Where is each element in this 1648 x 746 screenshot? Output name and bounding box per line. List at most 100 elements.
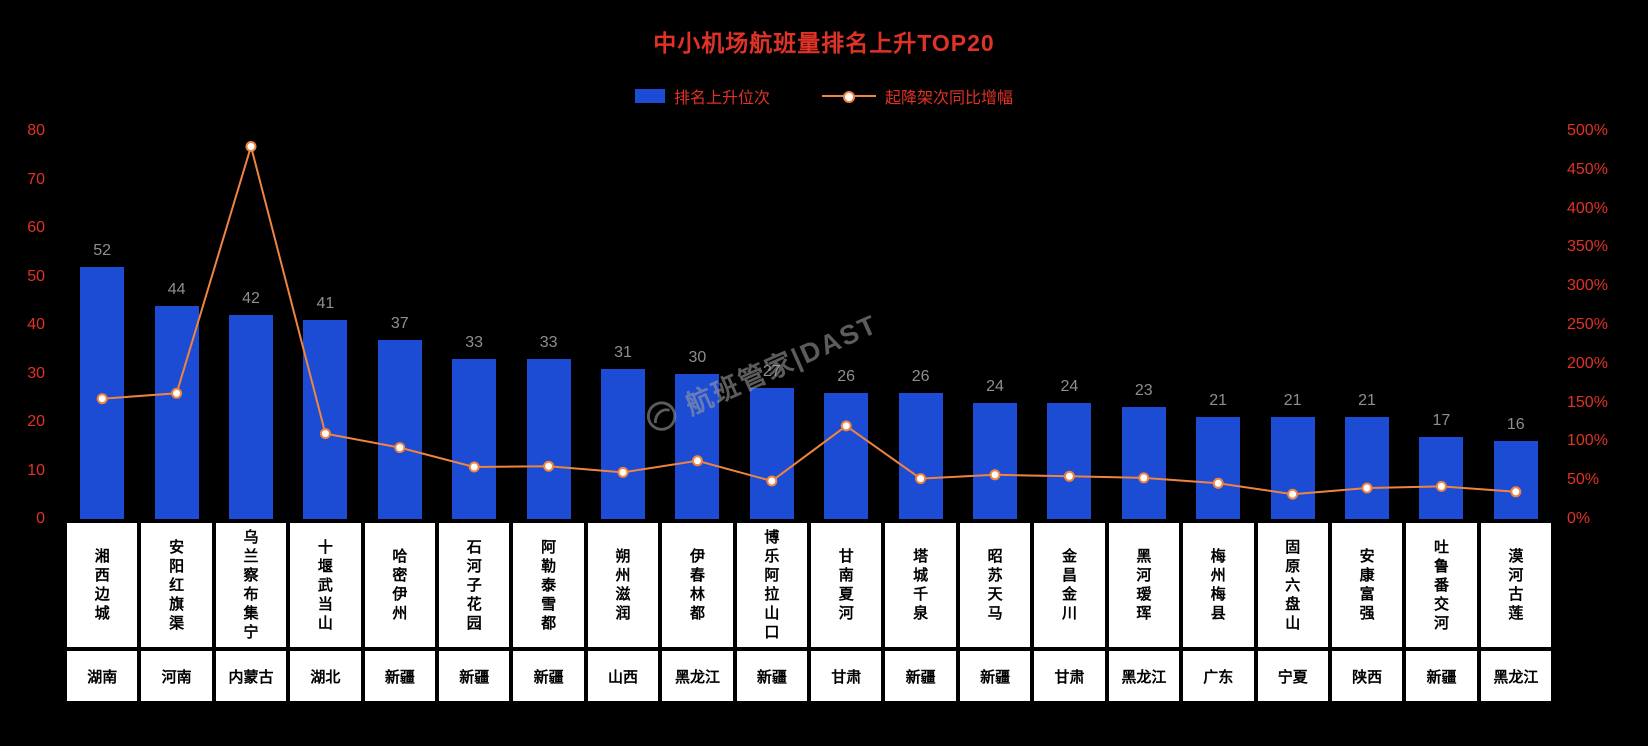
line-point — [766, 475, 778, 487]
bar-value-label: 21 — [1209, 392, 1228, 410]
y-axis-tick-left: 70 — [27, 170, 45, 188]
line-point — [915, 473, 927, 485]
bar — [154, 305, 199, 519]
bar-value-label: 26 — [837, 367, 856, 385]
airport-name-label: 金昌金川 — [1061, 548, 1077, 622]
category-cell-province: 新疆 — [1404, 649, 1479, 703]
category-cell-airport: 漠河古莲 — [1478, 521, 1554, 649]
y-axis-tick-right: 450% — [1567, 160, 1608, 178]
category-cell-airport: 哈密伊州 — [362, 521, 438, 649]
category-cell-province: 黑龙江 — [660, 649, 735, 703]
y-axis-tick-right: 350% — [1567, 238, 1608, 256]
bar-value-label: 23 — [1134, 382, 1153, 400]
airport-name-label: 吐鲁番交河 — [1434, 538, 1450, 632]
legend-item-bar: 排名上升位次 — [634, 84, 770, 108]
category-cell-province: 新疆 — [957, 649, 1033, 703]
bar-value-label: 44 — [167, 280, 186, 298]
airport-name-label: 乌兰察布集宁 — [243, 529, 259, 641]
chart-title: 中小机场航班量排名上升TOP20 — [653, 30, 995, 56]
bar — [452, 358, 497, 519]
category-cell-province: 新疆 — [734, 649, 810, 703]
bar — [1345, 417, 1389, 519]
line-point — [1435, 480, 1447, 492]
category-cell-airport: 吐鲁番交河 — [1404, 521, 1479, 649]
category-cell-airport: 梅州梅县 — [1181, 521, 1256, 649]
bar — [526, 358, 571, 519]
category-cell-province: 湖北 — [288, 649, 363, 703]
airport-name-label: 湘西边城 — [94, 548, 110, 622]
bar-legend-swatch-icon — [634, 89, 665, 103]
airport-name-label: 安康富强 — [1359, 548, 1375, 622]
category-cell-province: 甘肃 — [809, 649, 884, 703]
category-cell-airport: 石河子花园 — [437, 521, 512, 649]
line-point — [245, 141, 257, 152]
line-point — [171, 387, 183, 399]
line-point — [1212, 477, 1224, 489]
y-axis-tick-left: 60 — [27, 219, 45, 236]
airport-name-label: 甘南夏河 — [838, 548, 854, 622]
bar-value-label: 16 — [1506, 416, 1525, 434]
line-point — [394, 442, 406, 454]
bar-value-label: 26 — [911, 367, 930, 385]
airport-name-label: 塔城千泉 — [913, 548, 929, 622]
airport-name-label: 阿勒泰雪都 — [541, 538, 557, 632]
legend: 排名上升位次 起降架次同比增幅 — [0, 84, 1648, 108]
airport-name-label: 漠河古莲 — [1508, 548, 1524, 622]
category-cell-province: 黑龙江 — [1478, 649, 1554, 703]
line-point — [468, 461, 480, 473]
category-cell-province: 山西 — [585, 649, 661, 703]
category-cell-province: 湖南 — [65, 649, 140, 703]
bar — [749, 388, 794, 519]
airport-name-label: 石河子花园 — [466, 538, 482, 632]
y-axis-tick-right: 250% — [1567, 316, 1608, 333]
y-axis-tick-right: 0% — [1567, 510, 1591, 527]
bar — [1196, 417, 1241, 519]
bar-value-label: 41 — [316, 295, 335, 313]
line-legend-swatch-icon — [822, 91, 876, 103]
bar-value-label: 31 — [614, 343, 632, 361]
category-cell-province: 内蒙古 — [213, 649, 289, 703]
y-axis-tick-right: 150% — [1567, 393, 1608, 411]
bar-value-label: 17 — [1432, 411, 1451, 429]
category-cell-province: 甘肃 — [1032, 649, 1107, 703]
airport-name-label: 伊春林都 — [689, 548, 705, 622]
airport-name-label: 博乐阿拉山口 — [764, 529, 780, 641]
airport-name-label: 十堰武当山 — [317, 538, 333, 632]
legend-line-label: 起降架次同比增幅 — [885, 90, 1014, 107]
line-point — [1510, 486, 1522, 498]
airport-name-label: 昭苏天马 — [987, 548, 1003, 622]
category-cell-province: 广东 — [1181, 649, 1256, 703]
y-axis-tick-left: 80 — [27, 122, 45, 139]
category-cell-airport: 博乐阿拉山口 — [734, 521, 810, 649]
bar-value-label: 24 — [986, 377, 1004, 395]
y-axis-tick-left: 50 — [27, 267, 45, 285]
category-cell-province: 宁夏 — [1255, 649, 1330, 703]
bar-value-label: 37 — [390, 314, 409, 332]
province-row: 湖南 河南 内蒙古 湖北 新疆 新疆 新疆 山西 黑龙江 新疆 甘肃 新疆 新疆 甘肃 黑龙江 广东 宁夏 陕西新… — [65, 649, 1554, 703]
plot-area: 52 44 42 41 37 33 33 31 30 27 26 26 24 24 23 21 21 21 17 16 — [65, 131, 1553, 519]
bar — [675, 373, 720, 519]
bar — [80, 266, 125, 519]
category-cell-airport: 安阳红旗渠 — [139, 521, 214, 649]
line-point — [691, 455, 703, 467]
line-point — [319, 428, 331, 440]
category-cell-airport: 固原六盘山 — [1255, 521, 1330, 649]
bar — [898, 392, 943, 519]
line-series — [96, 141, 1522, 500]
bar — [601, 368, 645, 519]
y-axis-tick-left: 30 — [27, 364, 45, 382]
airport-name-label: 朔州滋润 — [615, 548, 631, 622]
category-cell-province: 新疆 — [511, 649, 586, 703]
line-point — [617, 466, 629, 478]
category-cell-airport: 甘南夏河 — [809, 521, 884, 649]
y-axis-tick-right: 300% — [1567, 277, 1608, 295]
bar — [303, 320, 348, 519]
category-cell-airport: 安康富强 — [1329, 521, 1405, 649]
airport-name-row: 湘西边城 安阳红旗渠 乌兰察布集宁 十堰武当山 哈密伊州 石河子花园 阿勒泰雪都 朔州滋润 伊春… — [65, 521, 1554, 649]
bar-value-label: 21 — [1358, 392, 1376, 410]
bar-value-label: 33 — [539, 333, 558, 351]
bar-value-label: 21 — [1283, 392, 1302, 410]
bar — [1270, 417, 1315, 519]
bar-value-label: 33 — [465, 333, 484, 351]
